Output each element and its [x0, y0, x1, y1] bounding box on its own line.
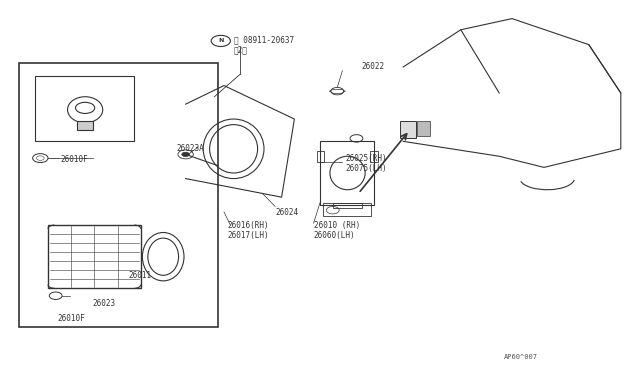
Text: 26024: 26024	[275, 208, 298, 217]
Text: Ⓝ 08911-20637
（2）: Ⓝ 08911-20637 （2）	[234, 35, 294, 54]
Bar	[417, 121, 430, 136]
Circle shape	[182, 152, 189, 157]
Bar	[333, 203, 362, 208]
Bar	[323, 203, 371, 216]
Bar	[370, 151, 378, 162]
Bar	[19, 63, 218, 327]
Bar	[77, 121, 93, 130]
Text: 26010F: 26010F	[61, 155, 88, 164]
Text: 26016(RH)
26017(LH): 26016(RH) 26017(LH)	[227, 221, 269, 240]
Circle shape	[211, 35, 230, 46]
Bar	[400, 121, 416, 138]
Bar	[317, 151, 324, 162]
Text: AP60^007: AP60^007	[504, 354, 538, 360]
Text: 26010 (RH)
26060(LH): 26010 (RH) 26060(LH)	[314, 221, 360, 240]
Bar	[35, 76, 134, 141]
Text: N: N	[218, 38, 223, 44]
Bar	[48, 225, 141, 288]
Text: 26025(RH)
26075(LH): 26025(RH) 26075(LH)	[346, 154, 387, 173]
Text: 26011: 26011	[128, 271, 151, 280]
Text: 26010F: 26010F	[58, 314, 85, 323]
Text: 26023: 26023	[93, 299, 116, 308]
Text: 26022: 26022	[362, 62, 385, 71]
Bar	[320, 141, 374, 205]
Text: 26023A: 26023A	[176, 144, 204, 153]
